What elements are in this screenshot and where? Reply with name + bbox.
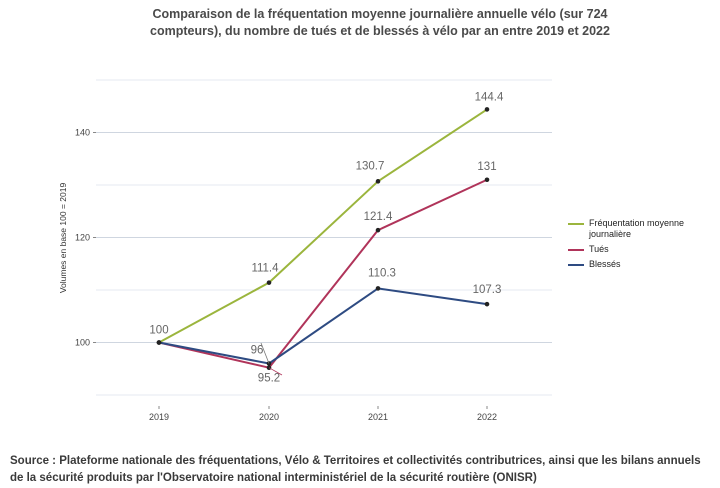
- series-line: [158, 108, 488, 344]
- data-label: 107.3: [473, 284, 502, 296]
- data-label: 95.2: [258, 373, 280, 385]
- data-point: [375, 179, 381, 184]
- data-label: 110.3: [368, 267, 396, 279]
- data-point: [484, 107, 490, 112]
- x-tick-label: 2020: [259, 412, 279, 422]
- source-note: Source : Plateforme nationale des fréque…: [10, 455, 701, 484]
- data-point: [484, 301, 490, 307]
- series-line: [158, 287, 488, 365]
- legend-item-blesses: Blessés: [568, 259, 707, 270]
- data-label: 121.4: [364, 211, 393, 223]
- y-axis-label: Volumes en base 100 = 2019: [58, 183, 68, 294]
- series-line: [158, 178, 488, 369]
- y-tick-label: 140: [75, 128, 90, 138]
- data-point: [484, 177, 490, 183]
- legend-label: Fréquentation moyenne journalière: [589, 218, 685, 239]
- data-label: 130.7: [356, 160, 385, 172]
- data-label: 144.4: [475, 91, 504, 103]
- y-tick-label: 100: [75, 338, 90, 348]
- legend-swatch: [568, 249, 584, 251]
- series-lines: [158, 108, 488, 369]
- data-labels: 100 111.4 130.7 144.4 95.2 121.4 131 96 110.3 107…: [149, 91, 504, 384]
- data-label: 96: [251, 345, 264, 357]
- legend-label: Blessés: [589, 259, 621, 269]
- data-point: [266, 280, 272, 285]
- data-label: 111.4: [251, 263, 279, 275]
- legend-swatch: [568, 264, 584, 266]
- legend-item-tues: Tués: [568, 244, 707, 255]
- leader-line: [260, 342, 270, 364]
- y-tick-label: 120: [75, 233, 90, 243]
- data-point: [375, 286, 381, 291]
- legend-label: Tués: [589, 244, 609, 254]
- line-chart: 100 120 140 2019 2020 2021 2022 Volumes en base…: [58, 79, 552, 423]
- data-label: 100: [149, 325, 168, 337]
- chart-title: Comparaison de la fréquentation moyenne …: [150, 7, 610, 38]
- x-tick-label: 2019: [149, 412, 169, 422]
- legend: Fréquentation moyenne journalière Tués B…: [568, 218, 707, 274]
- data-points: [156, 107, 490, 371]
- grid: [96, 79, 552, 396]
- data-point: [375, 227, 381, 233]
- data-label: 131: [477, 161, 496, 173]
- x-tick-label: 2021: [368, 412, 388, 422]
- legend-item-frequentation: Fréquentation moyenne journalière: [568, 218, 707, 240]
- legend-swatch: [568, 223, 584, 225]
- axes: 100 120 140 2019 2020 2021 2022 Volumes en base…: [58, 128, 497, 423]
- x-tick-label: 2022: [477, 412, 497, 422]
- leader-line: [268, 367, 283, 376]
- data-point: [156, 340, 162, 345]
